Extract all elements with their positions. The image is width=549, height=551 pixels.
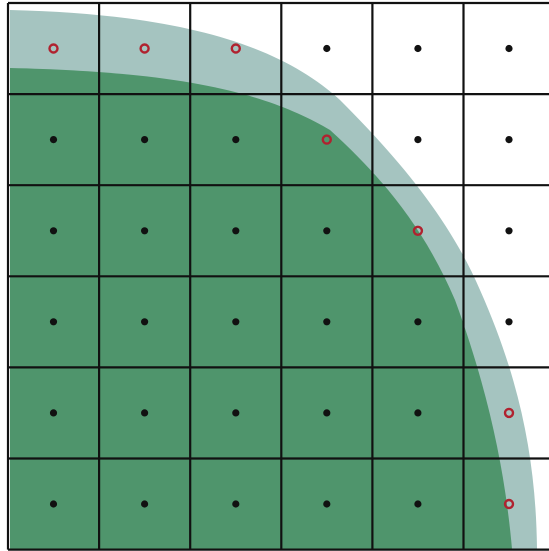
filled-point-marker <box>505 318 513 326</box>
open-point-marker <box>321 134 332 145</box>
inner-region <box>10 68 512 549</box>
filled-point-marker <box>323 409 331 417</box>
filled-point-marker <box>232 409 240 417</box>
filled-point-marker <box>232 318 240 326</box>
filled-point-marker <box>232 227 240 235</box>
filled-point-marker <box>49 136 58 144</box>
filled-point-marker <box>141 318 149 326</box>
filled-point-marker <box>414 44 422 53</box>
filled-point-marker <box>232 136 240 144</box>
filled-point-marker <box>414 136 422 144</box>
open-point-marker <box>230 43 242 54</box>
open-point-marker <box>48 43 59 54</box>
filled-point-marker <box>505 136 513 144</box>
filled-point-marker <box>141 136 149 144</box>
open-point-marker <box>412 225 424 237</box>
filled-point-marker <box>49 409 58 417</box>
open-point-marker <box>139 43 150 54</box>
filled-point-marker <box>323 500 331 508</box>
filled-point-marker <box>323 44 331 53</box>
filled-point-marker <box>49 500 58 508</box>
filled-point-marker <box>505 44 513 53</box>
filled-point-marker <box>141 227 149 235</box>
filled-point-marker <box>505 227 513 235</box>
filled-point-marker <box>49 318 58 326</box>
grid-lines <box>6 1 549 551</box>
filled-point-marker <box>49 227 58 235</box>
filled-point-marker <box>232 500 240 508</box>
filled-point-marker <box>414 318 422 326</box>
filled-point-marker <box>323 227 331 235</box>
open-point-marker <box>503 498 515 510</box>
filled-point-marker <box>323 318 331 326</box>
filled-point-marker <box>414 409 422 417</box>
grid-points <box>48 43 515 510</box>
filled-point-marker <box>414 500 422 508</box>
filled-point-marker <box>141 409 149 417</box>
open-point-marker <box>503 407 515 419</box>
filled-point-marker <box>141 500 149 508</box>
